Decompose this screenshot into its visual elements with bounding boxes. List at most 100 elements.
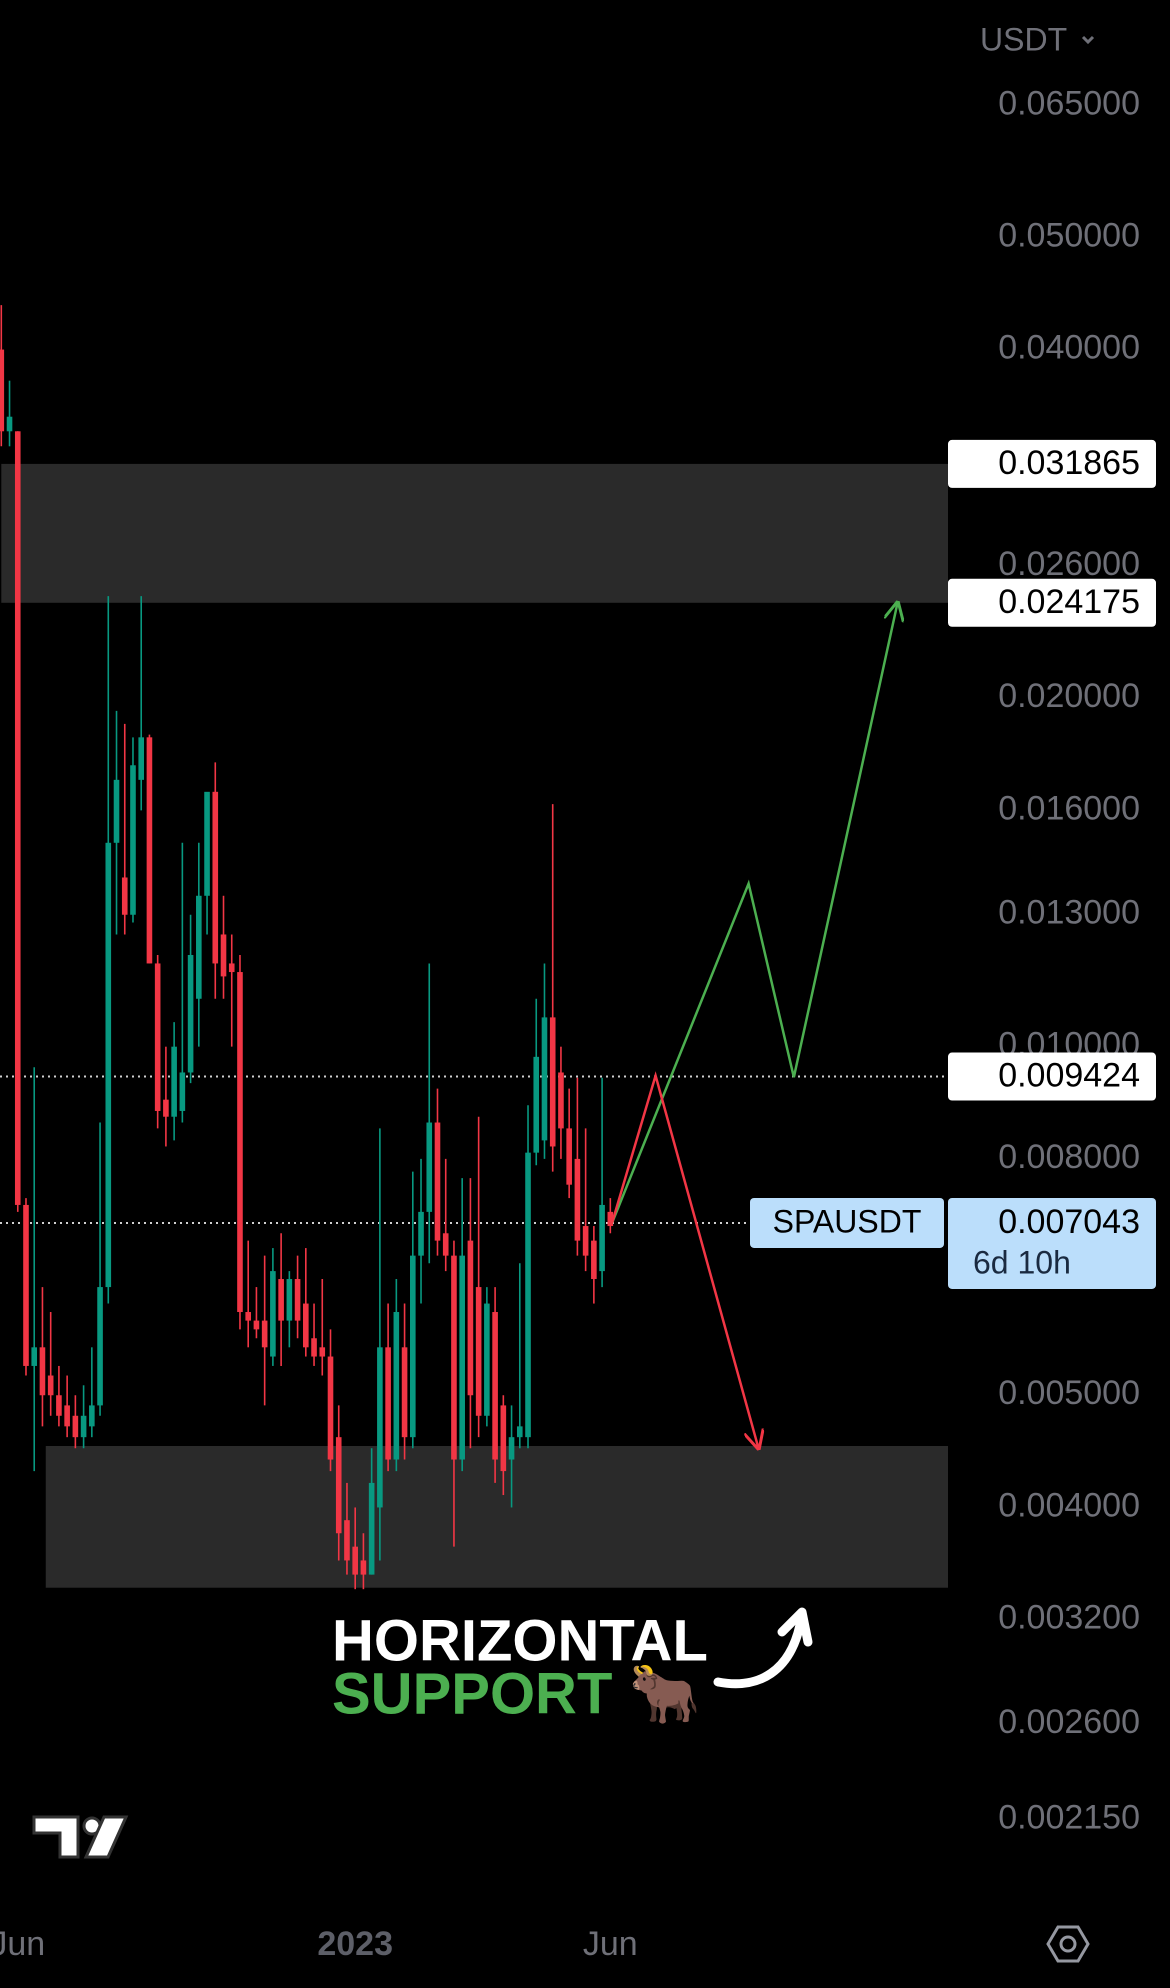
candle-body xyxy=(6,416,13,432)
y-tick-label: 0.003200 xyxy=(998,1599,1140,1637)
x-tick-label: Jun xyxy=(583,1925,638,1963)
candle-body xyxy=(484,1303,490,1416)
candle-body xyxy=(451,1255,457,1460)
candle-body xyxy=(558,1072,564,1129)
candle-body xyxy=(426,1122,433,1212)
candle-body xyxy=(245,1312,251,1321)
annotation-arrowhead xyxy=(777,1607,813,1647)
current-price-box xyxy=(948,1197,1156,1289)
candle-body xyxy=(261,1320,268,1348)
price-label: 0.009424 xyxy=(998,1057,1140,1095)
time-axis: Jun 2023 Jun xyxy=(0,1925,638,1963)
price-axis: 0.065000 0.050000 0.040000 0.026000 0.020000… xyxy=(998,84,1140,1836)
candle-body xyxy=(467,1240,474,1396)
candle-body xyxy=(228,963,235,973)
candle-body xyxy=(237,972,243,1313)
y-tick-label: 0.013000 xyxy=(998,894,1140,932)
candle-body xyxy=(459,1255,465,1460)
candle-body xyxy=(344,1520,350,1561)
symbol-box xyxy=(750,1197,944,1248)
candle-body xyxy=(607,1211,614,1227)
y-tick-label: 0.065000 xyxy=(998,84,1140,122)
zone xyxy=(45,1445,948,1588)
countdown: 6d 10h xyxy=(973,1244,1071,1280)
candle-body xyxy=(475,1287,482,1416)
price-label-box xyxy=(948,1052,1156,1101)
candle-body xyxy=(434,1122,441,1241)
candle-body xyxy=(368,1482,375,1575)
candle-body xyxy=(97,1287,103,1406)
candle-body xyxy=(154,963,161,1111)
candle-body xyxy=(360,1560,367,1575)
candle-body xyxy=(47,1375,54,1396)
candle-body xyxy=(327,1356,334,1460)
projection-path xyxy=(610,603,898,1224)
candle-body xyxy=(500,1405,507,1472)
y-tick-label: 0.004000 xyxy=(998,1486,1140,1524)
candle-body xyxy=(599,1204,605,1272)
candle-body xyxy=(385,1347,391,1460)
currency-chevron[interactable] xyxy=(1081,35,1095,45)
candle-body xyxy=(204,791,210,896)
candle-body xyxy=(319,1347,326,1357)
candle-body xyxy=(492,1312,498,1460)
candle-body xyxy=(286,1279,293,1321)
candle-body xyxy=(80,1415,87,1438)
y-tick-label: 0.005000 xyxy=(998,1374,1140,1412)
y-tick-label: 0.016000 xyxy=(998,789,1140,827)
candle-body xyxy=(64,1405,70,1427)
price-label-box xyxy=(948,439,1156,488)
candle-body xyxy=(393,1312,400,1460)
candle-body xyxy=(121,877,128,915)
candle-body xyxy=(171,1046,177,1117)
candle-body xyxy=(516,1426,523,1438)
annotation-arrow xyxy=(713,1620,805,1689)
candle-body xyxy=(352,1546,358,1575)
candle-body xyxy=(582,1226,589,1256)
settings-icon-center[interactable] xyxy=(1059,1935,1077,1953)
price-labels: 0.031865 0.024175 0.009424 SPAUSDT 0.0070436… xyxy=(750,439,1156,1289)
candle-body xyxy=(179,1072,186,1111)
candle-body xyxy=(196,895,202,999)
candle-body xyxy=(130,765,136,915)
candle-body xyxy=(89,1405,95,1427)
y-tick-label: 0.008000 xyxy=(998,1138,1140,1176)
candle-body xyxy=(270,1271,276,1357)
x-tick-label: 2023 xyxy=(317,1925,393,1963)
candle-body xyxy=(533,1056,540,1153)
candle-body xyxy=(163,1099,169,1117)
lines xyxy=(0,1075,948,1224)
candle-body xyxy=(335,1437,342,1534)
y-tick-label: 0.050000 xyxy=(998,216,1140,254)
y-tick-label: 0.020000 xyxy=(998,677,1140,715)
tradingview-logo[interactable] xyxy=(32,1815,129,1859)
candle-body xyxy=(566,1128,572,1185)
symbol-label: SPAUSDT xyxy=(773,1203,922,1239)
candle-body xyxy=(146,737,153,964)
candle-body xyxy=(442,1233,449,1256)
candle-body xyxy=(303,1303,309,1348)
candle-body xyxy=(72,1415,79,1438)
price-label: 0.031865 xyxy=(998,444,1140,482)
candle-body xyxy=(14,431,21,1205)
candle-body xyxy=(105,842,112,1288)
y-tick-label: 0.040000 xyxy=(998,329,1140,367)
currency-label[interactable]: USDT xyxy=(980,21,1067,57)
candle-body xyxy=(187,955,194,1073)
candle-body xyxy=(253,1320,260,1330)
candle-body xyxy=(56,1395,62,1416)
candles xyxy=(0,305,614,1590)
candle-body xyxy=(212,791,219,964)
y-tick-label: 0.002150 xyxy=(998,1799,1140,1837)
settings-icon[interactable] xyxy=(1046,1925,1090,1963)
candle-body xyxy=(508,1437,515,1460)
candle-body xyxy=(311,1338,317,1357)
candle-body xyxy=(410,1255,416,1438)
y-tick-label: 0.026000 xyxy=(998,545,1140,583)
zone xyxy=(1,463,949,603)
y-tick-label: 0.002600 xyxy=(998,1703,1140,1741)
projections xyxy=(610,603,898,1448)
candle-body xyxy=(574,1158,581,1241)
